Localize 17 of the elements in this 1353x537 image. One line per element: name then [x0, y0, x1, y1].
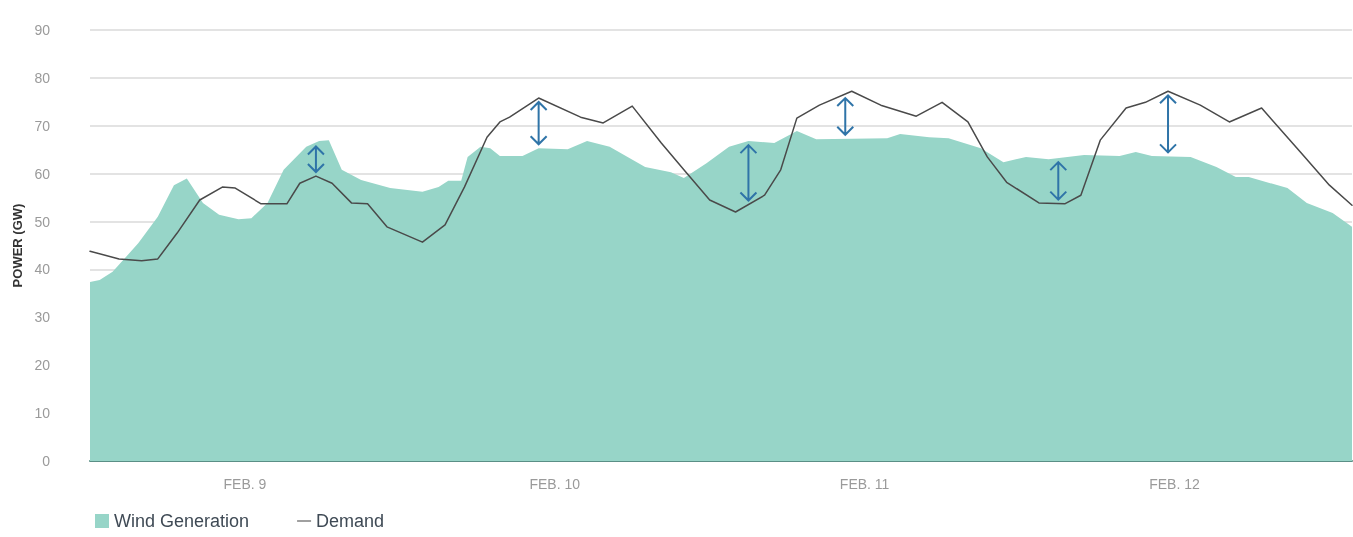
y-tick-label: 40	[34, 261, 51, 278]
y-tick-label: 50	[34, 213, 51, 230]
y-tick-label: 70	[34, 117, 51, 134]
x-tick-label: FEB. 9	[223, 476, 267, 492]
x-tick-label: FEB. 12	[1149, 476, 1200, 492]
y-tick-label: 10	[34, 405, 51, 422]
y-tick-label: 60	[34, 165, 51, 182]
y-axis-title: POWER (GW)	[9, 203, 25, 288]
legend-label: Demand	[316, 511, 385, 531]
y-tick-label: 80	[34, 69, 51, 86]
y-tick-label: 0	[42, 453, 51, 469]
y-tick-label: 90	[34, 22, 51, 38]
y-tick-label: 30	[34, 309, 51, 326]
legend-label: Wind Generation	[114, 511, 250, 531]
x-tick-label: FEB. 10	[529, 476, 581, 492]
x-tick-label: FEB. 11	[839, 476, 890, 492]
y-tick-label: 20	[34, 357, 51, 374]
